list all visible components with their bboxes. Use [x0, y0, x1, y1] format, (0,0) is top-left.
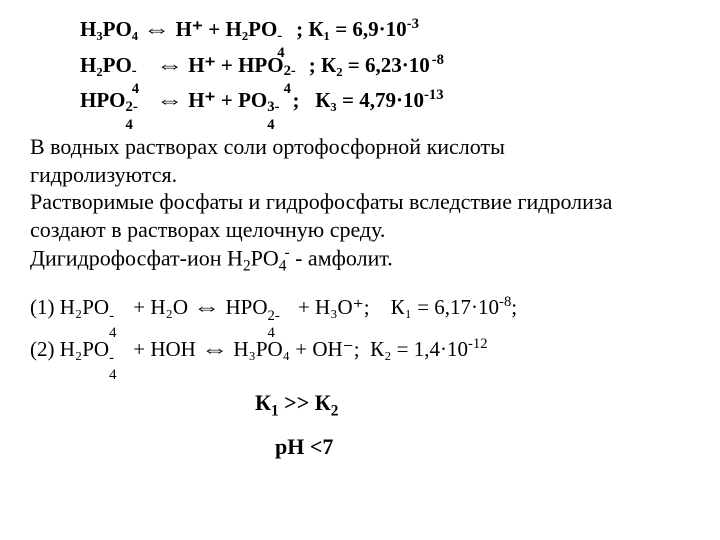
heq1-num: (1)	[30, 295, 55, 319]
heq2-k-label: К₂	[370, 337, 391, 361]
para-line-5b: PO	[251, 245, 279, 270]
hydrolysis-equations: (1) H₂PO-4 + H₂O ⇔ HPO2-4 + H₃O⁺; К₁ = 6…	[30, 286, 690, 370]
ph-statement: рН <7	[275, 426, 690, 468]
dissociation-eq-2: H₂PO-4 ⇔ H⁺ + HPO2-4; К₂ = 6,23·10-8	[80, 48, 690, 84]
eq1-k-label: К₁	[308, 17, 330, 41]
heq1-lhs-a: H₂PO	[60, 295, 109, 319]
heq2-rhs-a: H₃PO₄	[233, 337, 290, 361]
heq2-k-exp: -12	[468, 336, 488, 352]
eq3-rhs-b-base: PO	[238, 88, 267, 112]
eq1-rhs-a: H⁺	[176, 17, 203, 41]
eq2-k-label: К₂	[321, 53, 343, 77]
hydrolysis-eq-1: (1) H₂PO-4 + H₂O ⇔ HPO2-4 + H₃O⁺; К₁ = 6…	[30, 286, 690, 328]
heq1-rhs-b: H₃O⁺	[315, 295, 364, 319]
equilibrium-arrow-icon: ⇔	[143, 12, 170, 48]
para-line-5a: Дигидрофосфат-ион H	[30, 245, 243, 270]
chemistry-slide: H₃PO₄ ⇔ H⁺ + H₂PO-4; К₁ = 6,9·10-3 H₂PO-…	[0, 0, 720, 540]
eq1-lhs: H₃PO₄	[80, 17, 138, 41]
dissociation-eq-3: HPO2-4 ⇔ H⁺ + PO3-4; К₃ = 4,79·10-13	[80, 83, 690, 119]
para-line-3: Растворимые фосфаты и гидрофосфаты вслед…	[30, 189, 612, 214]
explanation-paragraph: В водных растворах соли ортофосфорной ки…	[30, 133, 690, 276]
comparison-block: К1 >> К2 рН <7	[30, 382, 690, 467]
heq2-k-mantissa: 1,4	[414, 337, 440, 361]
equilibrium-arrow-icon: ⇔	[193, 286, 220, 328]
eq3-lhs-base: HPO	[80, 88, 126, 112]
eq1-rhs-b-base: H₂PO	[225, 17, 277, 41]
para-line-4: создают в растворах щелочную среду.	[30, 217, 385, 242]
heq1-rhs-a: HPO	[225, 295, 267, 319]
heq2-num: (2)	[30, 337, 55, 361]
heq1-k-mantissa: 6,17	[434, 295, 471, 319]
k-comparison: К1 >> К2	[255, 382, 690, 426]
dissociation-eq-1: H₃PO₄ ⇔ H⁺ + H₂PO-4; К₁ = 6,9·10-3	[80, 12, 690, 48]
heq1-k-exp: -8	[499, 294, 511, 310]
equilibrium-arrow-icon: ⇔	[156, 48, 183, 84]
heq1-lhs-b: H₂O	[150, 295, 188, 319]
para-line-5c: - амфолит.	[290, 245, 393, 270]
hydrolysis-eq-2: (2) H₂PO-4 + HOH ⇔ H₃PO₄ + OH⁻; К₂ = 1,4…	[30, 328, 690, 370]
eq3-k-label: К₃	[315, 88, 337, 112]
heq1-k-label: К₁	[391, 295, 412, 319]
eq2-lhs-base: H₂PO	[80, 53, 132, 77]
para-line-1: В водных растворах соли ортофосфорной ки…	[30, 134, 505, 159]
equilibrium-arrow-icon: ⇔	[156, 83, 183, 119]
eq1-k-mantissa: 6,9	[352, 17, 378, 41]
para-line-5-sub1: 2	[243, 258, 251, 275]
eq2-k-exp: -8	[432, 52, 444, 68]
eq1-k-exp: -3	[407, 16, 419, 32]
eq3-rhs-a: H⁺	[188, 88, 215, 112]
heq2-rhs-b: OH⁻	[312, 337, 353, 361]
heq2-lhs-a: H₂PO	[60, 337, 109, 361]
dissociation-equations: H₃PO₄ ⇔ H⁺ + H₂PO-4; К₁ = 6,9·10-3 H₂PO-…	[80, 12, 690, 119]
equilibrium-arrow-icon: ⇔	[201, 328, 228, 370]
heq2-lhs-b: HOH	[150, 337, 196, 361]
eq3-k-exp: -13	[424, 87, 444, 103]
eq2-k-mantissa: 6,23	[365, 53, 402, 77]
eq3-k-mantissa: 4,79	[359, 88, 396, 112]
para-line-2: гидролизуются.	[30, 162, 177, 187]
eq2-rhs-a: H⁺	[188, 53, 215, 77]
